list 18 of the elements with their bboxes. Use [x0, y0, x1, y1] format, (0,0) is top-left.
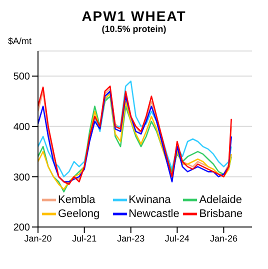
chart-title: APW1 WHEAT: [80, 8, 188, 24]
legend-label: Kembla: [58, 194, 96, 206]
x-tick-label: Jan-20: [24, 233, 52, 244]
y-tick-label: 500: [13, 72, 30, 83]
x-tick-label: Jul-24: [164, 233, 190, 244]
x-tick-label: Jan-23: [117, 233, 145, 244]
legend-label: Brisbane: [199, 208, 243, 220]
legend-label: Adelaide: [199, 194, 242, 206]
y-tick-label: 400: [13, 122, 30, 133]
chart-subtitle: (10.5% protein): [100, 24, 168, 34]
x-tick-label: Jul-21: [72, 233, 97, 244]
x-tick-label: Jan-26: [210, 233, 238, 244]
legend-label: Geelong: [58, 208, 100, 220]
y-axis-title: $A/mt: [8, 36, 33, 47]
y-tick-label: 200: [13, 222, 30, 234]
legend-label: Kwinana: [128, 194, 171, 206]
y-tick-label: 300: [13, 172, 30, 184]
legend-label: Newcastle: [128, 208, 180, 220]
